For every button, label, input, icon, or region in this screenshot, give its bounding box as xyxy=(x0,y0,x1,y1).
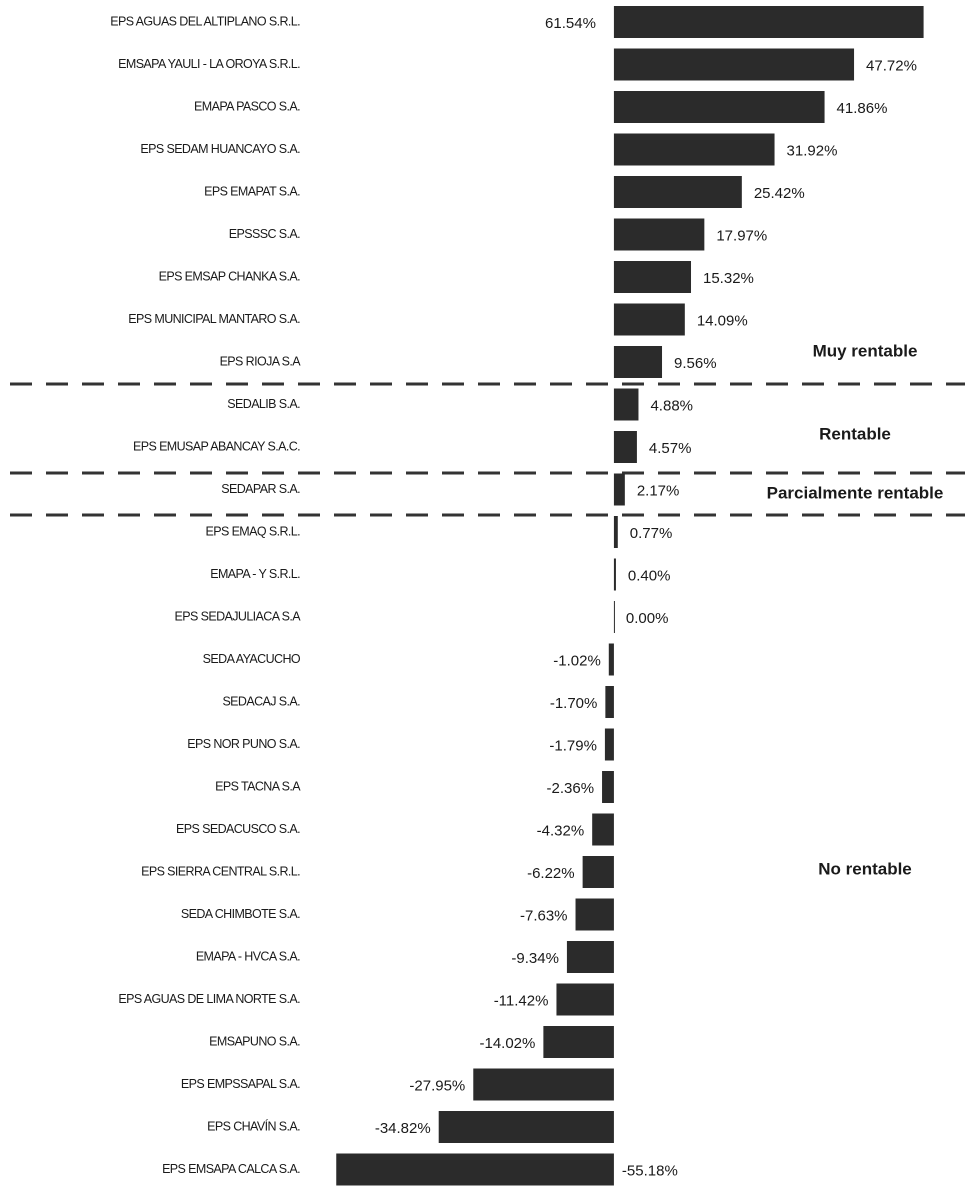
value-label: 0.77% xyxy=(630,525,673,542)
category-label: EPS NOR PUNO S.A. xyxy=(187,737,300,751)
value-label: 0.40% xyxy=(628,567,671,584)
category-label: EPS EMSAPA CALCA S.A. xyxy=(162,1162,300,1176)
value-label: -9.34% xyxy=(511,950,559,967)
category-label: SEDA CHIMBOTE S.A. xyxy=(181,907,300,921)
value-label: 14.09% xyxy=(697,312,748,329)
zone-label: Muy rentable xyxy=(813,341,918,360)
value-label: -1.79% xyxy=(549,737,597,754)
bar xyxy=(605,686,614,718)
bar xyxy=(613,261,692,293)
category-label: SEDACAJ S.A. xyxy=(222,694,300,708)
value-label: -4.32% xyxy=(537,822,585,839)
zone-label: Rentable xyxy=(819,424,891,443)
value-label: -2.36% xyxy=(547,780,595,797)
value-label: -34.82% xyxy=(375,1120,431,1137)
bar xyxy=(473,1068,614,1101)
zone-dividers xyxy=(10,382,965,517)
bar xyxy=(613,431,637,463)
bar xyxy=(613,558,616,591)
category-label: EPS AGUAS DEL ALTIPLANO S.R.L. xyxy=(110,14,300,28)
bar xyxy=(613,218,705,251)
bar xyxy=(608,643,614,676)
zone-label: No rentable xyxy=(818,859,912,878)
value-label: 31.92% xyxy=(787,142,838,159)
bar xyxy=(613,91,825,123)
bar xyxy=(604,728,614,761)
category-label: SEDALIB S.A. xyxy=(227,397,300,411)
bar xyxy=(582,856,614,888)
bar xyxy=(613,48,855,81)
category-label: EMSAPUNO S.A. xyxy=(209,1034,300,1048)
bar xyxy=(613,388,639,421)
zone-label: Parcialmente rentable xyxy=(767,483,944,502)
value-label: 15.32% xyxy=(703,270,754,287)
category-label: EPS CHAVÍN S.A. xyxy=(207,1118,300,1133)
value-label: -1.70% xyxy=(550,695,598,712)
category-label: SEDAPAR S.A. xyxy=(221,482,300,496)
value-label: -1.02% xyxy=(553,652,601,669)
bar xyxy=(613,516,618,548)
bar xyxy=(613,601,615,633)
category-label: EPS RIOJA S.A xyxy=(220,354,302,368)
category-label: EPS EMPSSAPAL S.A. xyxy=(181,1077,300,1091)
category-label: EPS SIERRA CENTRAL S.R.L. xyxy=(141,864,300,878)
category-label: EMAPA PASCO S.A. xyxy=(194,99,300,113)
bar xyxy=(592,813,614,846)
bar xyxy=(613,176,742,208)
category-label: EPS SEDAJULIACA S.A xyxy=(175,609,302,623)
value-label: 0.00% xyxy=(626,610,669,627)
bar xyxy=(566,941,614,973)
value-label: 25.42% xyxy=(754,185,805,202)
value-label: 4.88% xyxy=(650,397,693,414)
bar xyxy=(613,133,775,166)
category-label: EMAPA - HVCA S.A. xyxy=(196,949,300,963)
category-label: EPS EMAQ S.R.L. xyxy=(205,524,300,538)
category-label: EPS EMAPAT S.A. xyxy=(204,184,300,198)
category-label: EPSSSC S.A. xyxy=(229,227,300,241)
value-label: -27.95% xyxy=(409,1077,465,1094)
value-label: 47.72% xyxy=(866,57,917,74)
value-label: -7.63% xyxy=(520,907,568,924)
value-label: -14.02% xyxy=(479,1035,535,1052)
category-label: SEDA AYACUCHO xyxy=(203,652,301,666)
bar xyxy=(613,6,924,38)
category-label: EPS SEDAM HUANCAYO S.A. xyxy=(140,142,300,156)
value-label: -11.42% xyxy=(494,992,549,1009)
category-label: EPS TACNA S.A xyxy=(215,779,301,793)
value-label: -6.22% xyxy=(527,865,575,882)
value-label: -55.18% xyxy=(622,1162,678,1179)
bar xyxy=(543,1026,614,1058)
category-label: EPS AGUAS DE LIMA NORTE S.A. xyxy=(118,992,300,1006)
value-label: 4.57% xyxy=(649,440,692,457)
value-label: 17.97% xyxy=(716,227,767,244)
value-label: 2.17% xyxy=(637,482,680,499)
bar xyxy=(613,303,685,336)
bar xyxy=(438,1111,614,1143)
category-label: EPS EMUSAP ABANCAY S.A.C. xyxy=(133,439,300,453)
value-label: 41.86% xyxy=(837,100,888,117)
category-label: EPS MUNICIPAL MANTARO S.A. xyxy=(128,312,300,326)
category-label: EPS EMSAP CHANKA S.A. xyxy=(159,269,301,283)
category-label: EMSAPA YAULI - LA OROYA S.R.L. xyxy=(118,57,300,71)
category-label: EMAPA - Y S.R.L. xyxy=(210,567,300,581)
bar xyxy=(336,1153,614,1186)
category-label: EPS SEDACUSCO S.A. xyxy=(176,822,300,836)
value-label: 9.56% xyxy=(674,355,717,372)
bar xyxy=(613,473,625,506)
value-label: 61.54% xyxy=(545,15,596,32)
bar xyxy=(602,771,614,803)
bar xyxy=(575,898,614,931)
bar xyxy=(613,346,663,378)
bar xyxy=(556,983,614,1016)
